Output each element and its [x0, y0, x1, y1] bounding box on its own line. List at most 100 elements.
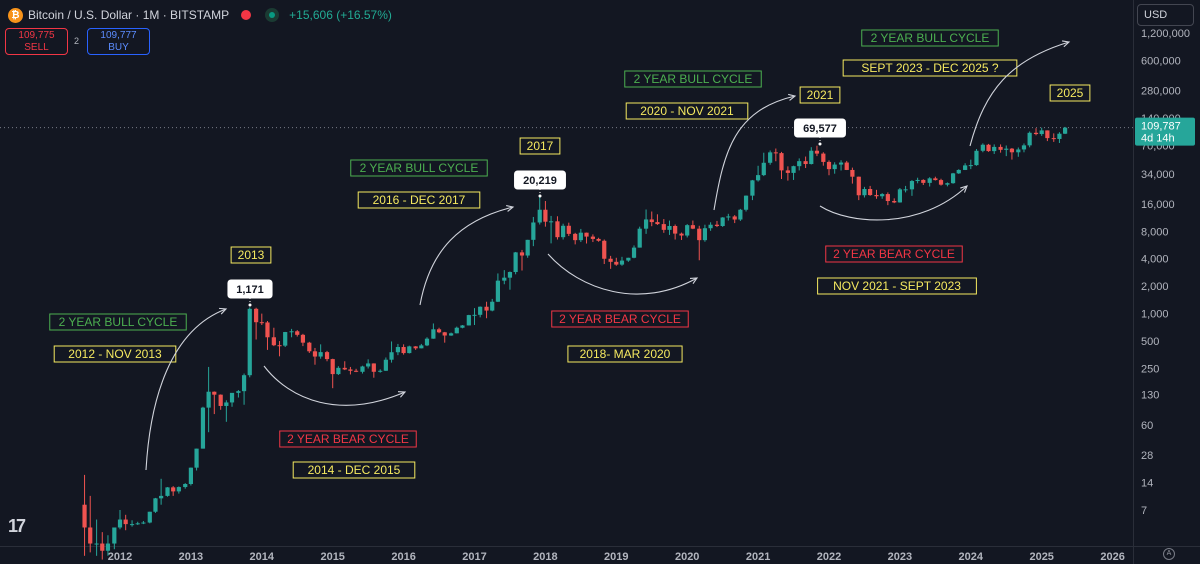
annotation-cycle-label: 2 YEAR BULL CYCLE	[634, 72, 753, 86]
candle-body	[938, 180, 944, 185]
x-tick-label: 2016	[391, 551, 415, 563]
candle-body	[336, 367, 341, 375]
candle-body	[738, 209, 743, 220]
y-tick-label: 28	[1141, 450, 1153, 462]
candle-body	[791, 166, 796, 173]
annotation-cycle-label: 2 YEAR BEAR CYCLE	[287, 432, 409, 446]
candle-body	[348, 369, 353, 371]
cycle-arrow-head	[218, 307, 228, 315]
sell-button[interactable]: 109,775 SELL	[5, 28, 68, 55]
candle-body	[525, 239, 530, 256]
currency-select[interactable]: USD	[1137, 4, 1194, 26]
last-price-countdown: 4d 14h	[1141, 133, 1175, 145]
candle-body	[826, 161, 832, 170]
annotation-period-label: 2012 - NOV 2013	[68, 347, 162, 361]
annotation-year-box	[799, 86, 841, 104]
candle-body	[389, 352, 394, 360]
candle-body	[100, 543, 105, 551]
candle-body	[218, 394, 223, 406]
y-tick-label: 600,000	[1141, 55, 1181, 67]
y-tick-label: 34,000	[1141, 169, 1175, 181]
candle-body	[555, 221, 560, 238]
candle-body	[980, 144, 985, 151]
x-tick-label: 2015	[320, 551, 344, 563]
x-tick-label: 2014	[250, 551, 275, 563]
candle-body	[584, 232, 589, 237]
candle-body	[679, 233, 684, 236]
candle-body	[342, 367, 347, 370]
candle-body	[442, 332, 447, 336]
annotation-cycle-label: 2 YEAR BULL CYCLE	[360, 161, 479, 175]
cycle-arrow-head	[788, 93, 797, 101]
candle-body	[194, 448, 199, 468]
candle-body	[283, 332, 288, 346]
cycle-arrow	[145, 308, 227, 471]
candle-body	[838, 162, 844, 165]
candle-body	[743, 195, 749, 210]
candle-body	[183, 484, 188, 488]
candle-body	[254, 308, 259, 323]
candle-body	[466, 315, 471, 326]
annotation-cycle-box	[551, 310, 689, 328]
buy-button[interactable]: 109,777 BUY	[87, 28, 150, 55]
candle-body	[383, 359, 388, 371]
candle-body	[277, 345, 282, 347]
candle-body	[921, 179, 926, 183]
candle-body	[667, 225, 672, 230]
candle-body	[880, 194, 885, 197]
visibility-icon[interactable]	[265, 8, 280, 22]
annotation-cycle-label: 2 YEAR BULL CYCLE	[59, 315, 178, 329]
sell-label: SELL	[24, 42, 49, 53]
candle-body	[123, 519, 128, 525]
annotation-cycle-label: 2 YEAR BULL CYCLE	[871, 31, 990, 45]
candle-body	[460, 325, 465, 328]
candle-body	[732, 216, 737, 220]
candle-body	[472, 314, 477, 316]
annotation-cycle-box	[279, 430, 417, 448]
candle-body	[868, 189, 873, 196]
candle-body	[318, 352, 323, 357]
candle-body	[401, 347, 406, 354]
candle-body	[360, 366, 365, 372]
candle-body	[797, 161, 802, 167]
x-tick-label: 2019	[604, 551, 628, 563]
annotation-cycle-label: 2 YEAR BEAR CYCLE	[833, 247, 955, 261]
candle-body	[153, 498, 158, 512]
candle-body	[697, 228, 702, 241]
candle-body	[903, 189, 908, 191]
candle-body	[531, 222, 536, 240]
annotation-cycle-box	[825, 245, 963, 263]
y-tick-label: 7	[1141, 505, 1147, 517]
candle-body	[353, 370, 359, 372]
candle-body	[897, 189, 902, 203]
candle-body	[478, 306, 483, 315]
symbol-title[interactable]: Bitcoin / U.S. Dollar · 1M · BITSTAMP	[28, 8, 230, 22]
x-tick-label: 2023	[888, 551, 912, 563]
candle-body	[956, 169, 961, 174]
annotation-year-box	[1049, 84, 1091, 102]
annotation-cycle-box	[624, 70, 762, 88]
candle-body	[702, 228, 708, 241]
candle-body	[850, 169, 855, 177]
annotation-year-box	[230, 246, 272, 264]
market-status-icon[interactable]	[241, 10, 252, 20]
candle-body	[188, 467, 193, 485]
candle-body	[773, 152, 778, 154]
annotation-period-box	[567, 345, 683, 363]
auto-scale-button[interactable]: A	[1163, 548, 1175, 560]
candle-body	[1045, 130, 1050, 139]
candle-body	[655, 222, 660, 225]
candle-body	[862, 189, 867, 196]
candle-body	[573, 233, 578, 241]
candle-body	[561, 225, 566, 238]
candle-body	[856, 176, 861, 196]
annotation-peak-label: 20,219	[523, 175, 557, 187]
peak-marker-dot	[248, 303, 252, 307]
candle-body	[1062, 127, 1068, 134]
candle-body	[378, 370, 383, 372]
annotation-period-label: 2016 - DEC 2017	[373, 193, 466, 207]
candle-body	[265, 322, 270, 338]
tradingview-logo-icon[interactable]: 17	[8, 516, 26, 536]
